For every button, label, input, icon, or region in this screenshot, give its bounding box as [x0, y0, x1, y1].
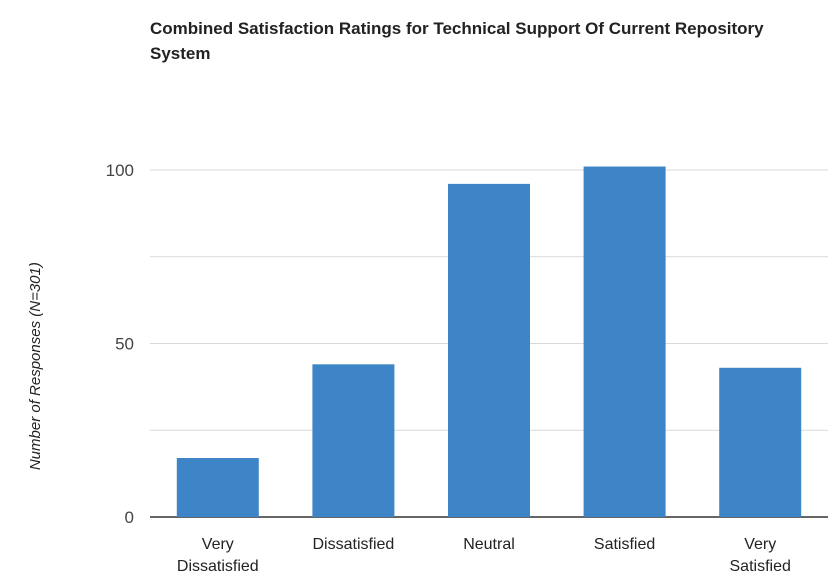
x-category-label: Neutral: [463, 536, 515, 553]
bar: [312, 364, 395, 517]
x-axis-categories: Very Dissatisfied Dissatisfied Neutral Satis…: [177, 536, 791, 575]
bar: [719, 367, 802, 517]
y-tick-label: 50: [115, 335, 134, 354]
bar: [448, 183, 530, 517]
x-category-label: Satisfied: [594, 536, 655, 553]
x-category-label: Dissatisfied: [312, 536, 394, 553]
x-category-label: Very Satisfied: [730, 536, 791, 575]
bar: [176, 458, 259, 517]
y-tick-label: 0: [125, 508, 134, 527]
bar: [583, 166, 666, 517]
y-tick-label: 100: [106, 161, 134, 180]
bars: [176, 166, 802, 517]
y-axis-ticks: 0 50 100: [106, 161, 134, 527]
x-category-label: Very Dissatisfied: [177, 536, 259, 575]
chart-title: Combined Satisfaction Ratings for Techni…: [150, 19, 764, 63]
y-axis-title: Number of Responses (N=301): [27, 262, 44, 470]
